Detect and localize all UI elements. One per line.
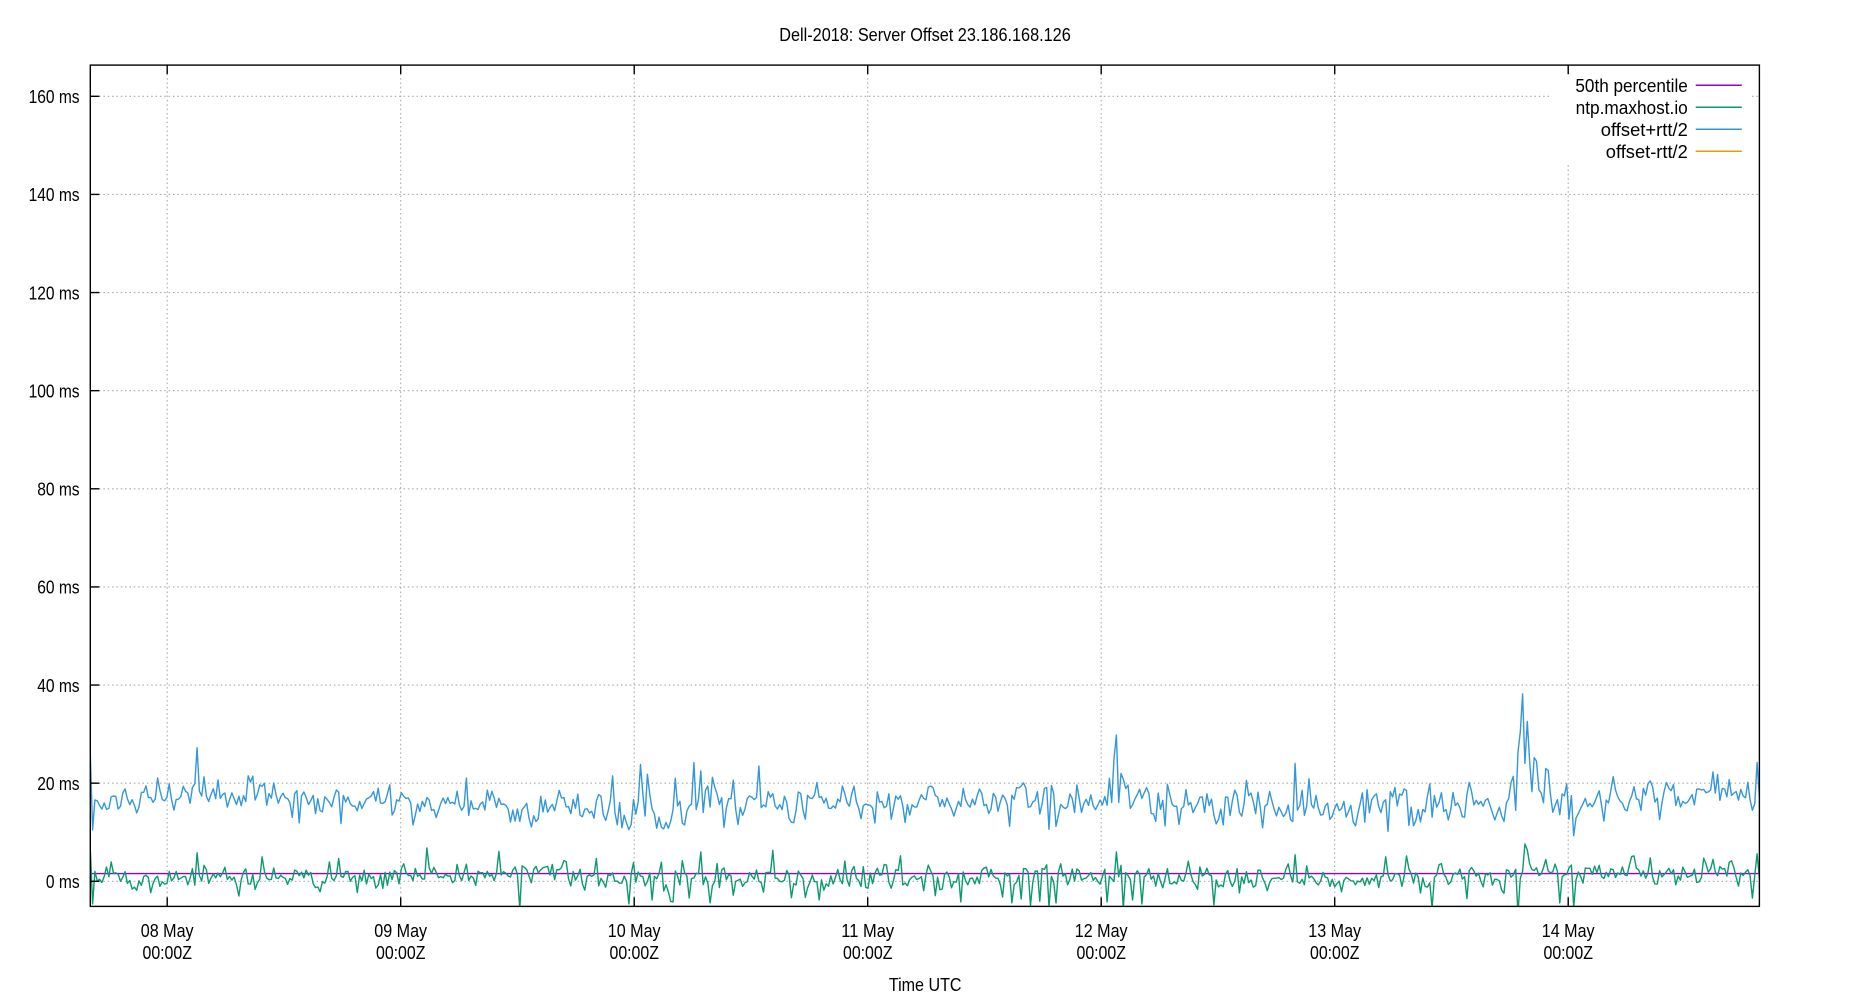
svg-text:0 ms: 0 ms — [46, 871, 80, 892]
svg-text:Dell-2018: Server Offset 23.18: Dell-2018: Server Offset 23.186.168.126 — [779, 24, 1071, 45]
svg-text:11 May: 11 May — [841, 920, 894, 941]
svg-text:00:00Z: 00:00Z — [1544, 942, 1593, 963]
svg-text:00:00Z: 00:00Z — [1077, 942, 1126, 963]
svg-text:offset-rtt/2: offset-rtt/2 — [1606, 141, 1688, 162]
svg-text:10 May: 10 May — [608, 920, 661, 941]
svg-text:00:00Z: 00:00Z — [143, 942, 192, 963]
svg-text:160 ms: 160 ms — [29, 86, 80, 107]
svg-text:100 ms: 100 ms — [29, 381, 80, 402]
svg-text:13 May: 13 May — [1308, 920, 1361, 941]
svg-text:140 ms: 140 ms — [29, 184, 80, 205]
svg-text:40 ms: 40 ms — [37, 675, 79, 696]
svg-text:08 May: 08 May — [141, 920, 194, 941]
svg-text:09 May: 09 May — [374, 920, 427, 941]
svg-text:20 ms: 20 ms — [37, 773, 79, 794]
svg-text:00:00Z: 00:00Z — [843, 942, 892, 963]
svg-text:offset+rtt/2: offset+rtt/2 — [1601, 119, 1688, 140]
svg-text:ntp.maxhost.io: ntp.maxhost.io — [1576, 97, 1688, 118]
svg-text:00:00Z: 00:00Z — [610, 942, 659, 963]
svg-text:50th percentile: 50th percentile — [1575, 75, 1687, 96]
svg-text:120 ms: 120 ms — [29, 282, 80, 303]
svg-text:00:00Z: 00:00Z — [376, 942, 425, 963]
svg-text:Time UTC: Time UTC — [889, 974, 962, 995]
svg-text:14 May: 14 May — [1542, 920, 1595, 941]
svg-text:00:00Z: 00:00Z — [1310, 942, 1359, 963]
svg-text:80 ms: 80 ms — [37, 479, 79, 500]
svg-text:60 ms: 60 ms — [37, 577, 79, 598]
svg-text:12 May: 12 May — [1075, 920, 1128, 941]
